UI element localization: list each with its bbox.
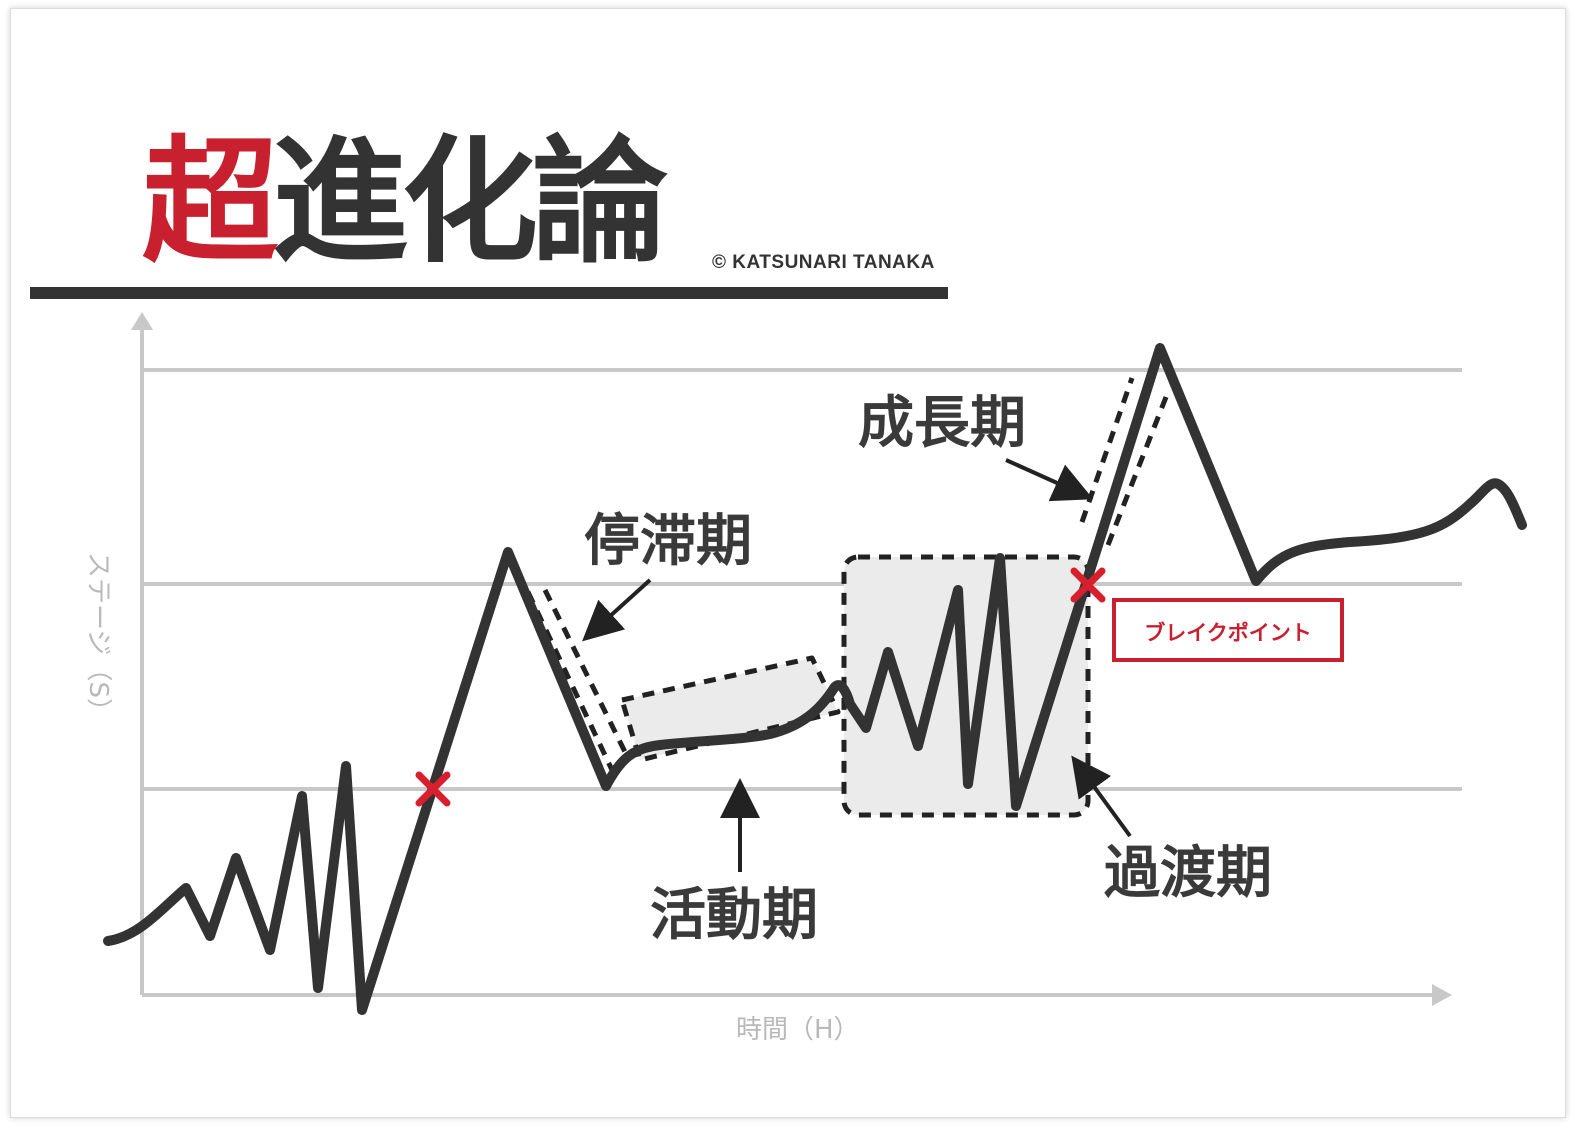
growth-guide-right	[1105, 391, 1171, 546]
x-axis-arrow-icon	[1432, 984, 1452, 1006]
red-x-icon	[415, 771, 451, 807]
arrow-icon	[582, 578, 652, 642]
y-axis-label: ステージ（S）	[83, 552, 113, 724]
arrow-icon	[1071, 755, 1132, 838]
break-point-label: ブレイクポイント	[1144, 621, 1312, 645]
x-axis-label: 時間（H）	[736, 1015, 860, 1045]
break-markers	[415, 567, 1106, 807]
pointer-arrows	[582, 458, 1132, 872]
stage-curve	[103, 343, 1527, 1015]
activity-region	[619, 655, 841, 763]
title-underline	[30, 287, 948, 299]
stagnation-guide-right	[542, 588, 628, 754]
transition-label: 過渡期	[1104, 841, 1272, 906]
title-accent: 超	[142, 124, 278, 282]
red-x-icon	[1070, 567, 1106, 603]
grid-lines	[142, 368, 1462, 791]
break-point-box	[1112, 598, 1344, 662]
copyright-text: © KATSUNARI TANAKA	[712, 252, 935, 273]
growth-label: 成長期	[858, 391, 1026, 456]
y-axis-arrow-icon	[131, 312, 153, 330]
stagnation-label: 停滞期	[584, 509, 752, 574]
activity-label: 活動期	[650, 883, 818, 948]
diagram-title: 超進化論	[142, 128, 668, 278]
title-rest: 進化論	[272, 124, 668, 282]
arrow-icon	[1005, 458, 1094, 502]
